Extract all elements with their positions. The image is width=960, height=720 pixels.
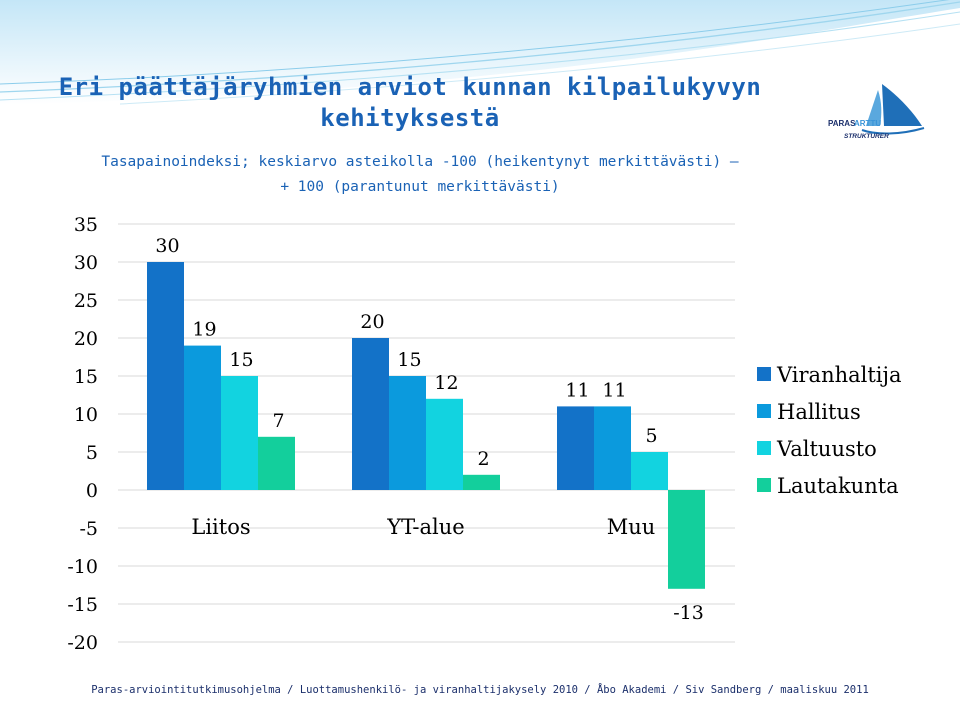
y-tick-label: 20 (74, 328, 98, 350)
subtitle-line-2: + 100 (parantunut merkittävästi) (280, 179, 560, 195)
y-tick-label: 0 (86, 480, 98, 502)
bar-hallitus-liitos (184, 345, 221, 490)
data-label: 15 (229, 349, 253, 371)
sailboat-icon (861, 84, 925, 135)
paras-arttu-logo: PARAS ARTTU STRUKTURER (828, 84, 925, 140)
y-tick-label: 15 (74, 366, 98, 388)
bar-lautakunta-yt-alue (463, 474, 500, 490)
y-tick-label: -5 (79, 518, 98, 540)
bar-lautakunta-liitos (258, 436, 295, 490)
footer-source: Paras-arviointitutkimusohjelma / Luottam… (91, 684, 869, 696)
y-tick-label: -20 (67, 632, 98, 654)
y-tick-label: 25 (74, 290, 98, 312)
data-labels: 30 19 15 7 20 15 12 2 11 11 5 -13 (155, 235, 703, 624)
legend-label: Hallitus (777, 400, 861, 424)
subtitle-line-1: Tasapainoindeksi; keskiarvo asteikolla -… (101, 154, 739, 170)
legend-label: Viranhaltija (776, 363, 902, 387)
y-tick-label: 10 (74, 404, 98, 426)
y-tick-label: -10 (67, 556, 98, 578)
data-label: 11 (565, 379, 589, 401)
legend-swatch (757, 404, 771, 418)
data-label: 5 (645, 425, 657, 447)
data-label: 11 (602, 379, 626, 401)
legend-swatch (757, 367, 771, 381)
logo-text-paras: PARAS (828, 119, 856, 128)
bar-lautakunta-muu (668, 490, 705, 589)
data-label: 15 (397, 349, 421, 371)
y-tick-label: 30 (74, 252, 98, 274)
bar-series (147, 262, 705, 589)
slide-title: Eri päättäjäryhmien arviot kunnan kilpai… (58, 73, 762, 132)
category-label: Muu (607, 515, 656, 539)
y-axis-ticks: 35 30 25 20 15 10 5 0 -5 -10 -15 -20 (67, 214, 98, 654)
logo-text-strukturer: STRUKTURER (844, 133, 889, 140)
y-tick-label: -15 (67, 594, 98, 616)
bar-viranhaltija-yt-alue (352, 338, 389, 490)
header-wave-decoration (0, 0, 960, 105)
data-label: 7 (272, 410, 284, 432)
bar-hallitus-muu (594, 406, 631, 490)
bar-valtuusto-muu (631, 452, 668, 490)
y-tick-label: 35 (74, 214, 98, 236)
data-label: 12 (434, 372, 458, 394)
data-label: 20 (360, 311, 384, 333)
category-label: YT-alue (386, 515, 464, 539)
data-label: 30 (155, 235, 179, 257)
bar-valtuusto-liitos (221, 376, 258, 490)
legend: Viranhaltija Hallitus Valtuusto Lautakunta (757, 363, 902, 498)
legend-swatch (757, 441, 771, 455)
bar-viranhaltija-muu (557, 406, 594, 490)
legend-swatch (757, 478, 771, 492)
category-label: Liitos (191, 515, 250, 539)
bar-hallitus-yt-alue (389, 376, 426, 490)
slide-subtitle: Tasapainoindeksi; keskiarvo asteikolla -… (60, 150, 780, 200)
bar-viranhaltija-liitos (147, 262, 184, 490)
legend-label: Lautakunta (777, 474, 899, 498)
data-label: 2 (477, 448, 489, 470)
data-label: 19 (192, 319, 216, 341)
legend-label: Valtuusto (776, 437, 877, 461)
y-tick-label: 5 (86, 442, 98, 464)
bar-valtuusto-yt-alue (426, 398, 463, 490)
category-labels: Liitos YT-alue Muu (191, 515, 655, 539)
data-label: -13 (673, 602, 704, 624)
logo-text-arttu: ARTTU (854, 119, 881, 128)
